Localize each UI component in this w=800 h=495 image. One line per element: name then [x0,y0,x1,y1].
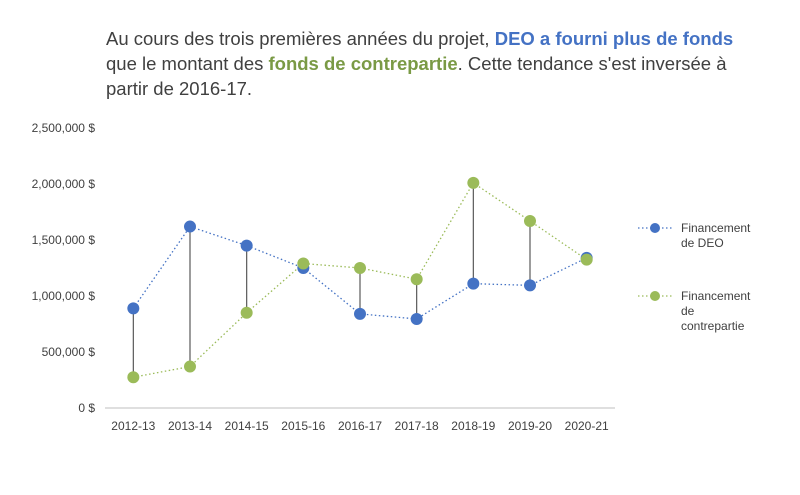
data-point-deo [354,307,366,320]
x-tick-label: 2018-19 [451,419,495,433]
y-tick-label: 0 $ [78,401,95,415]
title-part-2: que le montant des [106,53,269,74]
data-point-deo [410,312,423,325]
data-point-contrepartie [240,306,253,319]
data-point-deo [184,220,196,233]
data-point-deo [240,239,253,252]
x-tick-label: 2012-13 [111,419,155,433]
y-axis: 0 $ 500,000 $ 1,000,000 $ 1,500,000 $ 2,000,… [32,121,96,415]
legend-label: contrepartie [681,319,745,333]
data-point-contrepartie [580,253,593,266]
data-point-contrepartie [467,176,480,189]
data-point-deo [524,279,536,292]
x-tick-label: 2019-20 [508,419,552,433]
x-axis: 2012-13 2013-14 2014-15 2015-16 2016-17 2017-… [105,407,615,433]
x-tick-label: 2013-14 [168,419,212,433]
data-point-deo [127,302,140,315]
data-point-contrepartie [410,273,423,286]
title-part-3: . Cette tendance s'est inversée à partir… [106,53,727,99]
legend-label: de DEO [681,236,724,250]
y-tick-label: 500,000 $ [42,345,96,359]
markers [127,176,593,384]
x-tick-label: 2017-18 [395,419,439,433]
x-tick-label: 2016-17 [338,419,382,433]
legend-marker [650,291,660,301]
data-point-deo [467,277,480,290]
chart-title: Au cours des trois premières années du p… [106,26,766,101]
y-tick-label: 2,000,000 $ [32,177,96,191]
legend-label: Financement [681,221,751,235]
x-tick-label: 2020-21 [565,419,609,433]
data-point-contrepartie [354,262,366,274]
title-highlight-deo: DEO a fourni plus de fonds [494,28,734,49]
data-point-contrepartie [127,371,140,384]
data-point-contrepartie [184,360,196,373]
x-tick-label: 2015-16 [281,419,325,433]
title-part-1: Au cours des trois premières années du p… [106,28,495,49]
legend-label: de [681,304,695,318]
data-point-contrepartie [297,257,310,270]
y-tick-label: 1,000,000 $ [32,289,96,303]
y-tick-label: 2,500,000 $ [32,121,96,135]
drop-lines [132,182,588,378]
legend-label: Financement [681,289,751,303]
data-point-contrepartie [524,214,536,227]
title-highlight-matching: fonds de contrepartie [268,53,458,74]
y-tick-label: 1,500,000 $ [32,233,96,247]
x-tick-label: 2014-15 [225,419,269,433]
legend-marker [650,223,660,233]
